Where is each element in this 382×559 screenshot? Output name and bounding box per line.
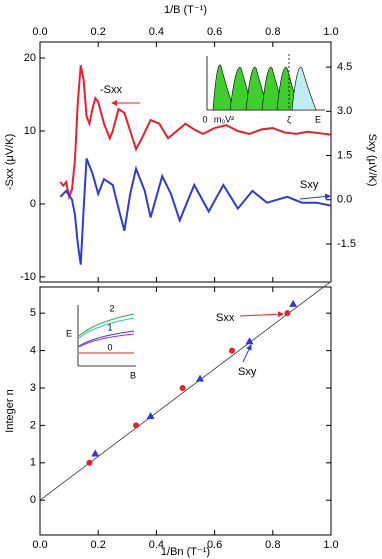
plot-frame xyxy=(39,41,332,283)
y-tick-label: 0 xyxy=(30,198,36,210)
y-tick-label: 10 xyxy=(24,125,36,137)
y2-tick-label: 0.0 xyxy=(337,194,352,206)
series-arrow xyxy=(242,344,252,363)
x-tick-label: 0.6 xyxy=(207,539,222,551)
x-tick-label: 0.4 xyxy=(149,26,164,38)
y-axis-title: Integer n xyxy=(4,389,16,432)
x-axis-title: 1/Bn (T⁻¹) xyxy=(161,546,210,558)
data-point xyxy=(229,347,236,354)
x-tick-label: 0.2 xyxy=(91,539,106,551)
data-point xyxy=(146,412,155,420)
inset-label: E xyxy=(66,328,72,338)
x-axis-title: 1/B (T⁻¹) xyxy=(164,4,207,16)
series-label: Sxy xyxy=(300,179,319,191)
data-point xyxy=(284,310,291,317)
series-arrow xyxy=(299,193,331,200)
inset-label: 0 xyxy=(202,114,207,124)
y-tick-label: 3 xyxy=(30,382,36,394)
y-tick-label: 0 xyxy=(30,494,36,506)
y-tick-label: 4 xyxy=(30,344,36,356)
inset-label: E xyxy=(315,114,321,124)
x-tick-label: 0.0 xyxy=(32,26,47,38)
data-point xyxy=(91,449,100,457)
inset-label: ζ xyxy=(287,114,291,124)
y-tick-label: 20 xyxy=(24,52,36,64)
plot-frame xyxy=(39,286,332,536)
y2-tick-label: 3.0 xyxy=(337,105,352,117)
data-point xyxy=(179,384,186,391)
series-arrow xyxy=(239,311,284,318)
y2-tick-label: -1.5 xyxy=(337,238,356,250)
y-tick-label: 1 xyxy=(30,457,36,469)
inset-top xyxy=(206,54,325,111)
data-point xyxy=(245,337,254,345)
series-label: Sxy xyxy=(238,366,257,378)
y-axis-title: -Sxx (μV/K) xyxy=(4,134,16,190)
series-label: Sxx xyxy=(216,312,235,324)
y2-tick-label: 4.5 xyxy=(337,61,352,73)
x-tick-label: 0.6 xyxy=(207,26,222,38)
data-line xyxy=(59,158,332,265)
x-tick-label: 0.0 xyxy=(32,539,47,551)
data-point xyxy=(289,299,298,307)
x-tick-label: 0.4 xyxy=(149,539,164,551)
data-point xyxy=(133,422,140,429)
y2-axis-title: Sxy (μV/K) xyxy=(366,134,378,187)
inset-label: 0 xyxy=(107,342,112,352)
y-tick-label: 2 xyxy=(30,419,36,431)
data-line xyxy=(59,65,332,201)
data-point xyxy=(86,459,93,466)
data-point xyxy=(196,374,205,382)
inset-label: 1 xyxy=(107,322,112,332)
x-tick-label: 1.0 xyxy=(323,26,338,38)
y-tick-label: -10 xyxy=(20,271,36,283)
inset-bottom xyxy=(77,305,136,367)
y-tick-label: 5 xyxy=(30,307,36,319)
x-tick-label: 0.8 xyxy=(265,539,280,551)
x-tick-label: 1.0 xyxy=(323,539,338,551)
inset-label: m₀V² xyxy=(214,114,234,124)
x-tick-label: 0.2 xyxy=(91,26,106,38)
inset-label: B xyxy=(130,370,136,380)
inset-label: 2 xyxy=(109,303,114,313)
y2-tick-label: 1.5 xyxy=(337,149,352,161)
series-label: -Sxx xyxy=(100,84,123,96)
x-tick-label: 0.8 xyxy=(265,26,280,38)
